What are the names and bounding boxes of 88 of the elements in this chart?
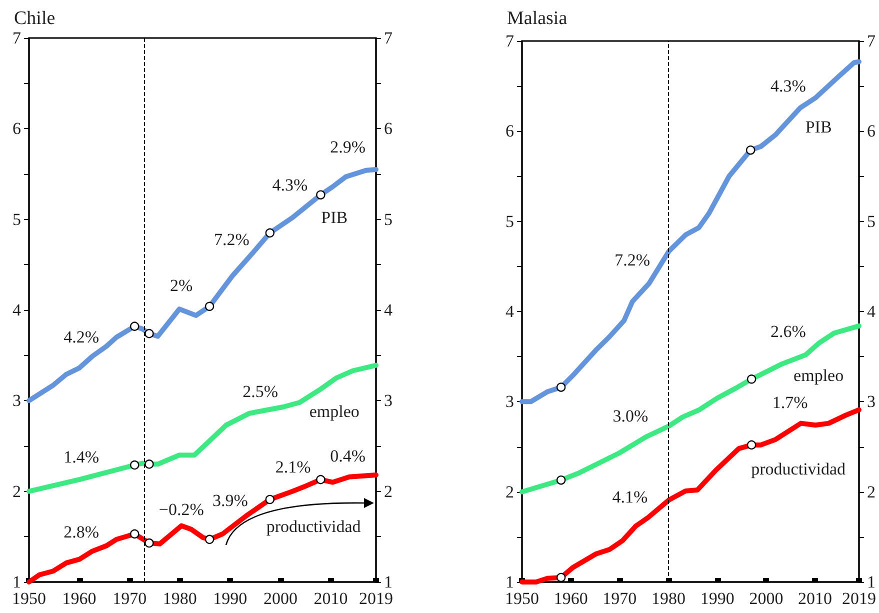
x-tick-label: 1990 [213, 589, 248, 608]
y2-tick-label: 7 [867, 32, 876, 50]
y2-tick-label: 4 [384, 300, 393, 320]
x-tick-label: 2000 [749, 589, 784, 608]
series-label: empleo [309, 402, 360, 421]
x-tick-label: 1960 [554, 589, 588, 608]
y-tick-label: 3 [12, 391, 21, 410]
series-label: PIB [321, 208, 348, 227]
point [746, 146, 756, 155]
y-tick-label: 7 [12, 28, 22, 48]
y-tick-label: 7 [506, 32, 514, 50]
annotation: 7.2% [214, 230, 250, 249]
x-tick-label: 1980 [652, 589, 686, 608]
x-tick-label: 2010 [314, 589, 348, 608]
annotation: 2.1% [275, 457, 311, 476]
x-tick-label: 2019 [842, 589, 876, 608]
annotation: 3.9% [212, 490, 248, 510]
point [144, 538, 154, 548]
annotation: 2.9% [330, 137, 366, 156]
series-label: productividad [266, 517, 362, 536]
annotation: 1.7% [772, 393, 808, 412]
point [130, 322, 140, 331]
annotation: 3.0% [612, 406, 648, 426]
y-tick-label: 2 [506, 482, 514, 502]
point [746, 440, 756, 450]
point [144, 328, 154, 338]
y-tick-label: 2 [12, 482, 21, 501]
series-label: productividad [751, 459, 846, 478]
point [265, 228, 274, 238]
series-label: empleo [794, 366, 844, 385]
annotation: 2.5% [242, 382, 278, 402]
series-label: PIB [805, 118, 832, 137]
y-tick-label: 4 [12, 300, 22, 320]
x-tick-label: 1990 [700, 589, 734, 608]
chart-title: Malasia [507, 8, 568, 29]
point [265, 494, 274, 504]
y2-tick-label: 5 [384, 210, 392, 229]
annotation: 7.2% [614, 250, 650, 270]
annotation: 4.3% [770, 76, 806, 96]
y2-tick-label: 7 [384, 28, 393, 48]
point [204, 534, 214, 544]
y-tick-label: 6 [12, 119, 21, 138]
point [556, 382, 566, 392]
point [144, 460, 154, 469]
annotation: 4.2% [64, 328, 100, 347]
point [316, 474, 326, 484]
y-tick-label: 1 [506, 572, 514, 592]
y2-tick-label: 3 [867, 392, 876, 412]
annotation: −0.2% [158, 500, 204, 519]
x-tick-label: 1950 [12, 589, 46, 608]
y2-tick-label: 4 [867, 302, 876, 321]
annotation: 1.4% [64, 447, 100, 466]
annotation: 2% [170, 276, 193, 296]
annotation: 4.3% [272, 175, 308, 194]
y2-tick-label: 6 [867, 122, 876, 141]
annotation: 2.8% [64, 522, 100, 542]
y2-tick-label: 1 [867, 572, 876, 592]
point [130, 460, 140, 470]
y2-tick-label: 1 [384, 572, 392, 592]
y2-tick-label: 2 [384, 482, 392, 501]
x-tick-label: 1980 [162, 589, 197, 608]
y-tick-label: 4 [506, 302, 514, 321]
x-tick-label: 2000 [263, 589, 298, 608]
point [316, 190, 326, 200]
y-tick-label: 6 [506, 122, 514, 141]
point [204, 302, 214, 311]
annotation: 2.6% [770, 322, 806, 341]
y-tick-label: 5 [12, 210, 21, 229]
x-tick-label: 1960 [62, 589, 96, 608]
annotation: 0.4% [330, 446, 366, 466]
chart-title: Chile [14, 8, 56, 29]
point [556, 572, 566, 582]
x-tick-label: 2019 [359, 589, 393, 608]
y2-tick-label: 2 [867, 482, 876, 502]
y-tick-label: 1 [12, 572, 21, 592]
y2-tick-label: 3 [384, 391, 392, 410]
point [130, 529, 140, 539]
y2-tick-label: 6 [384, 119, 392, 138]
y-tick-label: 5 [506, 212, 514, 231]
point [746, 374, 756, 384]
annotation: 4.1% [612, 488, 648, 507]
x-tick-label: 1970 [112, 589, 147, 608]
y-tick-label: 3 [506, 392, 514, 412]
point [556, 476, 566, 485]
x-tick-label: 2010 [798, 589, 832, 608]
x-tick-label: 1970 [602, 589, 637, 608]
x-tick-label: 1950 [505, 589, 539, 608]
y2-tick-label: 5 [867, 212, 876, 231]
